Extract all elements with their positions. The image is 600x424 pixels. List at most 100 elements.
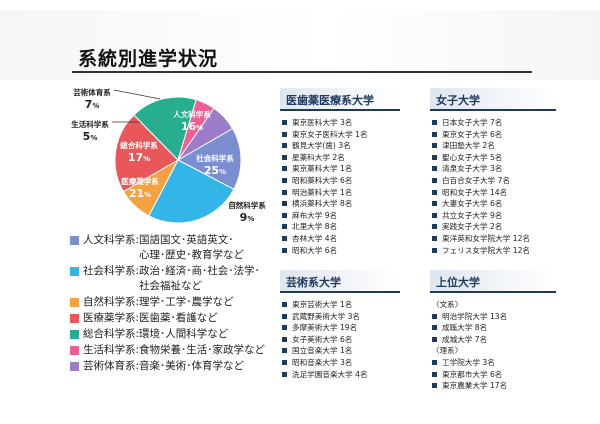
university-item: 白百合女子大学 7名 [430, 175, 556, 187]
university-name: 東京薬科大学 1名 [292, 164, 353, 174]
bullet-square-icon [432, 224, 437, 230]
arts-list: 東京芸術大学 1名武蔵野美術大学 3名 多摩美術大学 19名 女子美術大学 6名 国立… [280, 299, 400, 380]
arts-box-header: 芸術系大学 [280, 270, 400, 293]
pie-slice [114, 114, 179, 193]
bullet-square-icon [282, 212, 287, 218]
university-item: 成城大学 7名 [430, 334, 556, 346]
legend-category: 社会科学系: [83, 265, 140, 277]
legend-category: 生活科学系: [83, 344, 140, 356]
university-name: 大妻女子大学 6名 [442, 199, 503, 209]
legend-swatch [70, 362, 79, 371]
pie-slice-value: 7% [85, 98, 100, 111]
university-name: 多摩美術大学 19名 [292, 323, 358, 333]
university-name: 女子美術大学 6名 [292, 334, 353, 344]
page-title: 系統別進学状況 [78, 48, 219, 70]
university-name: 実践女子大学 2名 [442, 222, 503, 232]
bullet-square-icon [282, 201, 287, 207]
arts-universities-box: 芸術系大学 東京芸術大学 1名武蔵野美術大学 3名 多摩美術大学 19名 女子美術大… [280, 270, 400, 380]
university-item: 津田塾大学 2名 [430, 140, 556, 152]
university-name: 麻布大学 9名 [292, 210, 338, 220]
legend-swatch [70, 346, 79, 355]
bullet-square-icon [432, 313, 437, 319]
pie-slice-label: 人文科学系 [173, 109, 211, 119]
bullet-square-icon [432, 154, 437, 160]
university-item: 杏林大学 4名 [280, 233, 400, 245]
university-item: 星薬科大学 2名 [280, 152, 400, 164]
legend-item: 社会科学系: 政治･経済･商･社会･法学･ 社会福祉など [70, 264, 290, 294]
university-item: 東京女子大学 6名 [430, 129, 556, 141]
university-name: 日本女子大学 7名 [442, 118, 503, 127]
top-box-header: 上位大学 [430, 270, 556, 293]
university-name: 共立女子大学 9名 [442, 210, 503, 220]
medical-box-header: 医歯薬医療系大学 [280, 88, 400, 111]
university-item: 女子美術大学 6名 [280, 334, 400, 346]
bullet-square-icon [282, 143, 287, 149]
university-item: 聖心女子大学 5名 [430, 152, 556, 164]
bullet-square-icon [282, 325, 287, 331]
university-name: 北里大学 8名 [292, 222, 338, 232]
legend-description: 食物栄養･生活･家政学など [139, 344, 266, 356]
bullet-square-icon [432, 371, 437, 377]
university-item: 麻布大学 9名 [280, 210, 400, 222]
university-item: 東京都市大学 6名 [430, 369, 556, 381]
university-item: 横浜薬科大学 8名 [280, 198, 400, 210]
pie-slice-label: 医療薬学系 [121, 176, 159, 186]
bullet-square-icon [432, 177, 437, 183]
university-item: 東京農業大学 17名 [430, 380, 556, 392]
university-name: フェリス女学院大学 12名 [442, 245, 531, 255]
university-name: 昭和女子大学 14名 [442, 187, 508, 197]
bullet-square-icon [282, 359, 287, 365]
arts-box-title: 芸術系大学 [286, 276, 341, 289]
legend-description: 環境･人間科学など [139, 328, 229, 340]
legend-category: 芸術体育系: [83, 360, 140, 372]
legend-description: 国語国文･英語英文･ 心理･歴史･教育学など [139, 234, 245, 261]
university-name: 成蹊大学 8名 [442, 323, 488, 333]
top-box-title: 上位大学 [436, 276, 480, 289]
legend-item: 総合科学系: 環境･人間科学など [70, 327, 290, 342]
university-name: 津田塾大学 2名 [442, 141, 495, 151]
legend-item: 自然科学系: 理学･工学･農学など [70, 295, 290, 310]
legend-category: 総合科学系: [83, 328, 140, 340]
group-label: 〈理系〉 [432, 346, 463, 356]
university-item: 国立音楽大学 1名 [280, 345, 400, 357]
legend-swatch [70, 236, 79, 245]
university-name: 星薬科大学 2名 [292, 152, 345, 162]
bullet-square-icon [432, 212, 437, 218]
university-name: 白百合女子大学 7名 [442, 175, 510, 185]
university-item: 武蔵野美術大学 3名 [280, 311, 400, 323]
legend-item: 医療薬学系: 医歯薬･看護など [70, 311, 290, 326]
pie-slice-value: 17% [128, 151, 150, 164]
university-name: 工学院大学 3名 [442, 357, 495, 367]
university-name: 聖心女子大学 5名 [442, 152, 503, 162]
medical-list: 東京医科大学 3名 東京女子医科大学 1名 鶴見大学(歯) 3名 星薬科大学 2名 東京… [280, 117, 400, 256]
university-name: 東京芸術大学 1名 [292, 300, 353, 309]
pie-slice-label: 生活科学系 [71, 119, 109, 129]
university-name: 東洋英和女学院大学 12名 [442, 233, 531, 243]
bullet-square-icon [282, 302, 287, 307]
university-name: 鶴見大学(歯) 3名 [292, 141, 351, 151]
university-name: 横浜薬科大学 8名 [292, 199, 353, 209]
medical-universities-box: 医歯薬医療系大学 東京医科大学 3名 東京女子医科大学 1名 鶴見大学(歯) 3名星… [280, 88, 400, 256]
legend-category: 医療薬学系: [83, 312, 140, 324]
legend: 人文科学系: 国語国文･英語英文･ 心理･歴史･教育学など 社会科学系: 政治･経済･… [70, 233, 290, 375]
legend-swatch [70, 298, 79, 307]
bullet-square-icon [282, 336, 287, 342]
university-item: 東京芸術大学 1名 [280, 299, 400, 311]
bullet-square-icon [282, 177, 287, 183]
university-name: 清泉女子大学 3名 [442, 164, 503, 174]
bullet-square-icon [432, 359, 437, 365]
pie-slice-label: 社会科学系 [195, 153, 234, 163]
legend-item: 生活科学系: 食物栄養･生活･家政学など [70, 343, 290, 358]
bullet-square-icon [282, 120, 287, 125]
pie-leader-line [229, 201, 238, 204]
pie-slice-value: 21% [129, 187, 151, 200]
university-item: 昭和大学 6名 [280, 245, 400, 257]
womens-universities-box: 女子大学 日本女子大学 7名 東京女子大学 6名 津田塾大学 2名 聖心女子大学 5名… [430, 88, 556, 256]
university-item: 多摩美術大学 19名 [280, 322, 400, 334]
university-item: 工学院大学 3名 [430, 357, 556, 369]
pie-leader-line [113, 89, 161, 100]
university-item: 東洋英和女学院大学 12名 [430, 233, 556, 245]
bullet-square-icon [282, 189, 287, 195]
bullet-square-icon [282, 235, 287, 241]
